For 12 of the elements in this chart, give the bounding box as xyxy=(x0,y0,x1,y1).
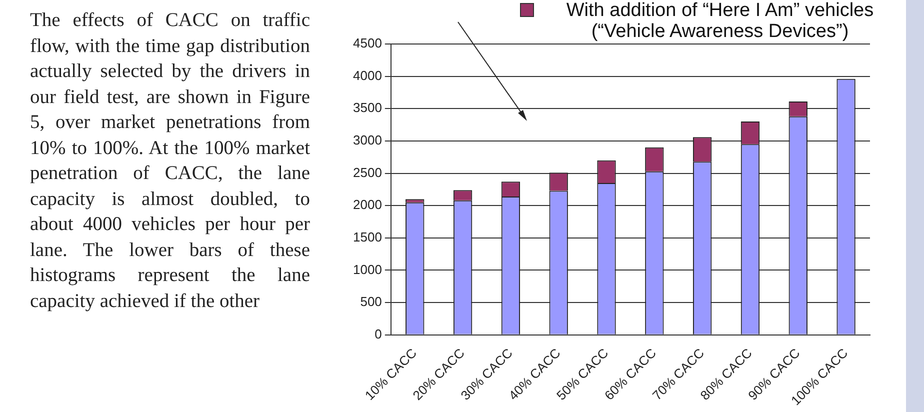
y-tick-label: 0 xyxy=(374,326,382,342)
y-tick-label: 4500 xyxy=(353,36,382,51)
y-tick-label: 500 xyxy=(360,294,382,310)
text: The effects of CACC on traffic flow, with the time gap distribution actually selected by the drivers in our field test, are shown in Figure 5, over market penetrations from 10% to 100%. At the 100% market penetration of CACC, the lane capacity is almost doubled, to about 4000 vehicles per hour per lane. The lower bars of these histograms represent the lane capacity achieved if the other xyxy=(30,10,310,312)
legend-label: With addition of “Here I Am” vehicles (“Vehicle Awareness Devices”) xyxy=(565,0,875,42)
y-tick-label: 1500 xyxy=(353,229,382,244)
y-tick-label: 1000 xyxy=(353,262,382,277)
y-tick-label: 3000 xyxy=(353,132,382,148)
y-tick-label: 3500 xyxy=(353,100,382,116)
y-tick-label: 4000 xyxy=(353,68,382,83)
y-tick-label: 2000 xyxy=(353,197,382,212)
y-tick-label: 2500 xyxy=(353,164,382,180)
